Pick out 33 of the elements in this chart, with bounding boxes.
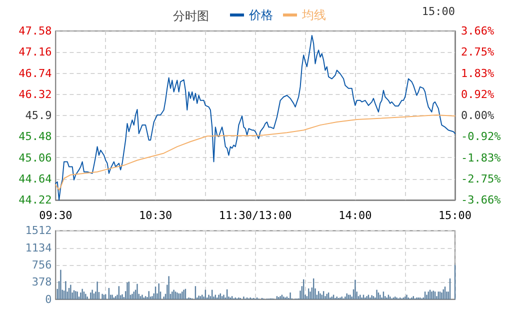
- x-tick-label: 11:30/13:00: [218, 209, 292, 222]
- x-tick-label: 15:00: [438, 209, 472, 222]
- y-tick-label: 756: [32, 258, 52, 272]
- y-tick-label: 45.06: [18, 151, 52, 164]
- y2-tick-label: -0.92%: [461, 130, 502, 144]
- y2-tick-label: 0.92%: [461, 88, 494, 101]
- y-tick-label: 1512: [25, 224, 52, 238]
- y-tick-label: 45.9: [25, 109, 52, 122]
- y-tick-label: 47.16: [18, 46, 52, 59]
- y2-tick-label: 3.66%: [461, 24, 494, 38]
- y2-tick-label: 1.83%: [461, 66, 494, 80]
- y2-tick-label: -2.75%: [461, 172, 502, 186]
- x-tick-label: 14:00: [338, 209, 372, 222]
- y-tick-label: 1134: [25, 241, 52, 254]
- chart-title: 分时图: [173, 9, 209, 23]
- y-tick-label: 0: [45, 292, 52, 306]
- y-tick-label: 44.22: [18, 194, 52, 206]
- y-tick-label: 47.58: [18, 24, 52, 38]
- y2-tick-label: -1.83%: [461, 151, 502, 164]
- y-tick-label: 46.32: [18, 88, 52, 101]
- x-tick-label: 09:30: [39, 209, 72, 222]
- legend-label: 价格: [248, 8, 273, 22]
- y-tick-label: 45.48: [18, 130, 52, 144]
- legend-label: 均线: [301, 8, 326, 22]
- text: 15:00: [422, 5, 456, 18]
- y2-tick-label: -3.66%: [461, 194, 502, 206]
- x-tick-label: 10:30: [138, 209, 172, 222]
- y2-tick-label: 2.75%: [461, 46, 494, 59]
- line-series: [55, 114, 456, 190]
- y-tick-label: 378: [32, 276, 52, 289]
- y2-tick-label: 0.00%: [461, 109, 494, 122]
- y-tick-label: 46.74: [18, 66, 52, 80]
- y-tick-label: 44.64: [18, 172, 52, 186]
